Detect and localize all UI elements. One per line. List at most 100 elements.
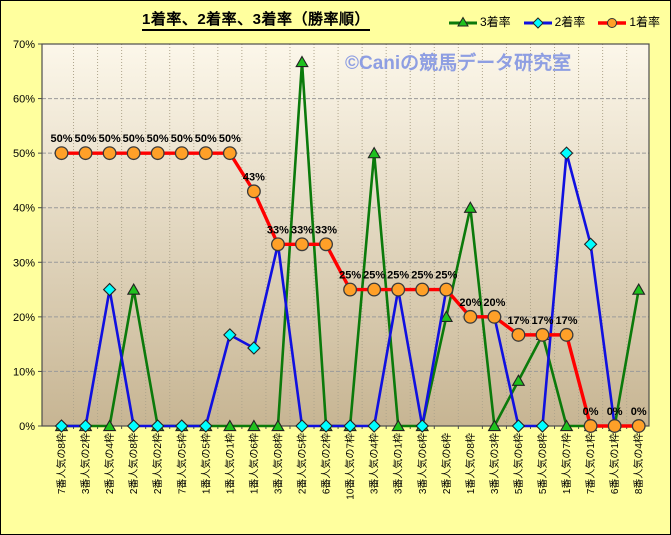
x-axis-category-label: 3番人気の2枠 — [79, 433, 92, 494]
circle-marker — [535, 327, 550, 342]
circle-marker — [559, 327, 574, 342]
data-point-label: 0% — [607, 406, 623, 418]
data-point-label: 25% — [411, 270, 433, 282]
data-point-label: 25% — [387, 270, 409, 282]
circle-marker — [295, 237, 309, 252]
x-axis-category-label: 3番人気の1枠 — [392, 433, 405, 494]
circle-marker — [439, 282, 454, 297]
diamond-marker — [295, 419, 309, 433]
data-point-label: 17% — [531, 315, 553, 327]
diamond-marker — [223, 328, 237, 342]
data-point-label: 25% — [435, 270, 457, 282]
y-axis-tick-label: 70% — [13, 39, 35, 51]
circle-marker — [607, 419, 622, 433]
x-axis-category-label: 6番人気の1枠 — [608, 433, 621, 494]
triangle-marker — [511, 374, 526, 386]
circle-marker — [367, 282, 382, 297]
chart-title: 1着率、2着率、3着率（勝率順） — [41, 8, 471, 31]
data-point-label: 17% — [507, 315, 529, 327]
x-axis-category-label: 1番人気の6枠 — [247, 433, 260, 494]
data-point-label: 25% — [363, 270, 385, 282]
legend-item-3rd-rate: 3着率 — [448, 13, 511, 30]
triangle-marker — [631, 282, 646, 295]
data-point-label: 50% — [99, 133, 121, 145]
triangle-marker — [223, 419, 237, 432]
x-axis-category-label: 3番人気の6枠 — [416, 433, 429, 494]
legend-item-2nd-rate: 2着率 — [523, 13, 585, 30]
data-point-label: 50% — [171, 133, 193, 145]
data-point-label: 33% — [267, 224, 289, 236]
circle-marker — [78, 146, 93, 161]
triangle-marker — [295, 55, 309, 68]
blue-diamond-line-icon — [523, 16, 552, 29]
x-axis-category-label: 7番人気の5枠 — [175, 433, 188, 494]
diamond-marker — [415, 419, 430, 433]
data-point-label: 50% — [219, 133, 241, 145]
triangle-marker — [391, 419, 405, 432]
data-point-label: 20% — [459, 297, 481, 309]
x-axis-category-label: 2番人気の6枠 — [440, 433, 453, 494]
data-point-label: 50% — [147, 133, 169, 145]
diamond-marker — [174, 419, 189, 433]
x-axis-category-label: 8番人気の4枠 — [632, 433, 645, 494]
diamond-marker — [54, 419, 69, 433]
data-point-label: 20% — [483, 297, 505, 309]
data-point-label: 0% — [631, 406, 647, 418]
diamond-marker — [78, 419, 93, 433]
x-axis-category-label: 2番人気の2枠 — [151, 433, 164, 494]
x-axis-category-label: 7番人気の1枠 — [584, 433, 597, 494]
x-axis-category-label: 3番人気の4枠 — [368, 433, 381, 494]
diamond-marker — [102, 282, 117, 297]
data-point-label: 25% — [339, 270, 361, 282]
x-axis-category-label: 1番人気の7枠 — [560, 433, 573, 494]
plot-background — [42, 44, 649, 426]
circle-marker — [54, 146, 69, 161]
x-axis-category-label: 10番人気の7枠 — [344, 433, 357, 500]
chart-title-text: 1着率、2着率、3着率（勝率順） — [141, 11, 371, 31]
y-axis-tick-label: 0% — [19, 421, 35, 433]
circle-marker — [391, 282, 406, 297]
diamond-marker — [583, 237, 598, 252]
triangle-marker — [463, 201, 478, 213]
circle-marker — [198, 146, 213, 161]
diamond-marker — [367, 419, 381, 433]
data-point-label: 0% — [583, 406, 599, 418]
circle-marker — [511, 327, 526, 342]
x-axis-category-label: 5番人気の6枠 — [512, 433, 525, 494]
diamond-marker — [126, 419, 141, 433]
circle-marker — [463, 309, 478, 324]
y-axis-tick-label: 60% — [13, 94, 35, 106]
x-axis-category-label: 5番人気の8枠 — [536, 433, 549, 494]
circle-marker — [174, 146, 189, 161]
data-point-label: 33% — [315, 224, 337, 236]
x-axis-category-label: 2番人気の4枠 — [103, 433, 116, 494]
diamond-marker — [247, 341, 261, 355]
circle-marker — [222, 146, 237, 161]
y-axis-tick-label: 20% — [13, 312, 35, 324]
triangle-marker — [367, 146, 381, 159]
circle-marker — [319, 237, 334, 252]
diamond-marker — [343, 419, 357, 433]
watermark-text: ©Caniの競馬データ研究室 — [345, 53, 572, 74]
legend-item-1st-rate: 1着率 — [597, 13, 660, 30]
y-axis-tick-label: 10% — [13, 366, 35, 378]
triangle-marker — [271, 419, 285, 432]
circle-marker — [271, 237, 285, 252]
diamond-marker — [559, 146, 574, 160]
green-triangle-line-icon — [448, 16, 477, 26]
y-axis-tick-label: 40% — [13, 203, 35, 215]
diamond-marker — [511, 419, 526, 433]
circle-marker — [343, 282, 358, 297]
circle-marker — [246, 184, 261, 199]
circle-marker — [150, 146, 165, 161]
data-point-label: 50% — [195, 133, 217, 145]
circle-marker — [415, 282, 430, 297]
x-axis-category-label: 2番人気の5枠 — [296, 433, 309, 494]
circle-marker — [631, 419, 646, 433]
diamond-marker — [150, 419, 165, 433]
data-point-label: 33% — [291, 224, 313, 236]
data-point-label: 43% — [243, 171, 265, 183]
data-point-label: 50% — [123, 133, 145, 145]
x-axis-category-label: 7番人気の8枠 — [55, 433, 68, 494]
